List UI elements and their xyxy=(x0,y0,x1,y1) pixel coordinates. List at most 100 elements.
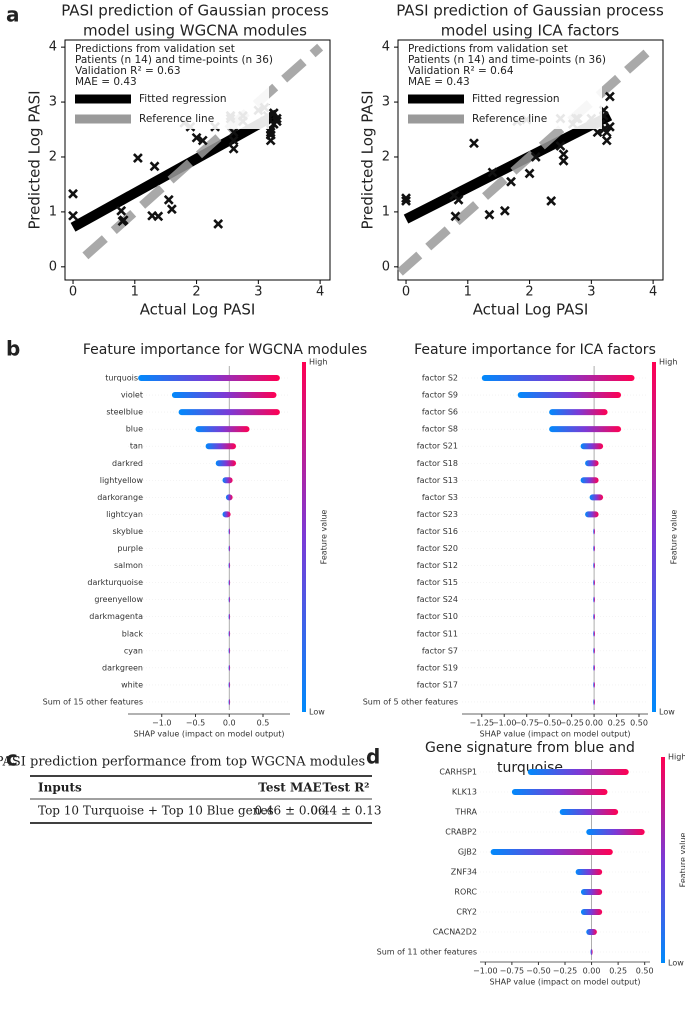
plot-frame xyxy=(64,39,331,281)
shap-spread xyxy=(228,528,231,535)
y-tick-label: 0 xyxy=(49,259,57,274)
scatter-point xyxy=(228,127,239,138)
scatter-point xyxy=(68,188,78,199)
feature-label: factor S2 xyxy=(422,374,458,383)
colorbar-low: Low xyxy=(309,708,325,717)
table-cell: Top 10 Turquoise + Top 10 Blue genes xyxy=(38,804,274,818)
colorbar-label: Feature value xyxy=(670,510,679,565)
panel-label: c xyxy=(6,747,18,771)
panel-label: a xyxy=(6,3,20,27)
scatter-point xyxy=(265,127,276,138)
table-header: Inputs xyxy=(38,781,82,795)
chart-title: PASI prediction of Gaussian process xyxy=(61,2,329,20)
y-tick-label: 2 xyxy=(49,149,57,164)
feature-label: CRY2 xyxy=(456,908,477,917)
y-tick-label: 4 xyxy=(382,40,390,55)
scatter-point xyxy=(450,211,461,222)
scatter-point xyxy=(506,176,516,187)
colorbar-low: Low xyxy=(668,959,684,968)
colorbar-label: Feature value xyxy=(679,833,685,888)
x-tick-label: 0.00 xyxy=(583,967,601,976)
feature-label: Sum of 5 other features xyxy=(363,697,458,706)
feature-label: factor S8 xyxy=(422,425,458,434)
shap-spread xyxy=(593,562,595,569)
x-axis-label: SHAP value (impact on model output) xyxy=(490,978,641,987)
feature-label: factor S6 xyxy=(422,408,458,417)
feature-label: factor S9 xyxy=(422,391,458,400)
feature-label: factor S7 xyxy=(422,646,458,655)
feature-label: lightyellow xyxy=(100,476,144,485)
scatter-point xyxy=(558,155,569,166)
scatter-point xyxy=(118,215,129,226)
feature-label: greenyellow xyxy=(94,595,143,604)
shap-spread xyxy=(228,681,231,688)
y-tick-label: 3 xyxy=(382,95,390,110)
feature-label: darkgreen xyxy=(102,663,143,672)
scatter-point xyxy=(228,135,239,146)
scatter-point xyxy=(453,194,464,205)
feature-label: violet xyxy=(121,391,143,400)
colorbar xyxy=(661,757,665,963)
shap-spread xyxy=(225,494,233,501)
y-tick-label: 3 xyxy=(49,95,57,110)
shap-spread xyxy=(589,494,604,501)
scatter-point xyxy=(530,152,541,162)
shap-spread xyxy=(527,769,629,775)
scatter-point xyxy=(265,130,276,140)
feature-label: factor S13 xyxy=(417,476,458,485)
shap-spread xyxy=(575,869,603,875)
y-tick-label: 1 xyxy=(382,204,390,219)
shap-spread xyxy=(593,681,595,688)
feature-label: KLK13 xyxy=(452,788,477,797)
x-tick-label: −1.0 xyxy=(152,719,171,728)
plot-frame xyxy=(397,39,664,281)
shap-spread xyxy=(222,477,233,484)
shap-spread xyxy=(580,909,603,915)
shap-spread xyxy=(171,392,277,399)
x-tick-label: 1 xyxy=(464,285,472,300)
feature-label: CRABP2 xyxy=(445,828,477,837)
colorbar-low: Low xyxy=(659,708,675,717)
shap-spread xyxy=(222,511,231,518)
table-cell: 0.46 ± 0.06 xyxy=(254,804,325,818)
x-axis-label: SHAP value (impact on model output) xyxy=(134,730,285,739)
feature-label: ZNF34 xyxy=(451,868,477,877)
feature-label: factor S15 xyxy=(417,578,458,587)
shap-spread xyxy=(590,949,593,955)
feature-label: RORC xyxy=(454,888,477,897)
x-tick-label: 0.0 xyxy=(223,719,236,728)
scatter-point xyxy=(601,127,612,138)
x-tick-label: 0.50 xyxy=(636,967,654,976)
shap-spread xyxy=(593,613,595,620)
scatter-point xyxy=(546,195,557,206)
shap-spread xyxy=(178,409,280,416)
colorbar-high: High xyxy=(659,358,677,367)
fitted-line xyxy=(403,111,613,224)
scatter-point xyxy=(116,205,127,216)
shap-spread xyxy=(593,596,595,603)
scatter-point xyxy=(484,209,495,220)
shap-spread xyxy=(586,829,645,835)
shap-spread xyxy=(585,511,599,518)
shap-spread xyxy=(580,889,603,895)
scatter-point xyxy=(401,193,411,204)
feature-label: factor S23 xyxy=(417,510,458,519)
scatter-point xyxy=(499,205,510,216)
x-tick-label: 1 xyxy=(131,285,139,300)
feature-label: factor S24 xyxy=(417,595,458,604)
scatter-point xyxy=(555,141,566,151)
x-tick-label: 0.50 xyxy=(630,719,648,728)
x-tick-label: 0.00 xyxy=(585,719,603,728)
scatter-point xyxy=(271,116,282,127)
colorbar xyxy=(652,362,656,712)
feature-label: lightcyan xyxy=(106,510,143,519)
chart-title: model using ICA factors xyxy=(441,22,620,40)
legend-label: Reference line xyxy=(139,113,214,125)
shap-spread xyxy=(593,545,595,552)
legend-label: Fitted regression xyxy=(472,93,560,105)
annotation: MAE = 0.43 xyxy=(408,76,470,88)
feature-label: CACNA2D2 xyxy=(433,928,477,937)
feature-label: factor S20 xyxy=(417,544,458,553)
x-tick-label: −0.75 xyxy=(500,967,525,976)
